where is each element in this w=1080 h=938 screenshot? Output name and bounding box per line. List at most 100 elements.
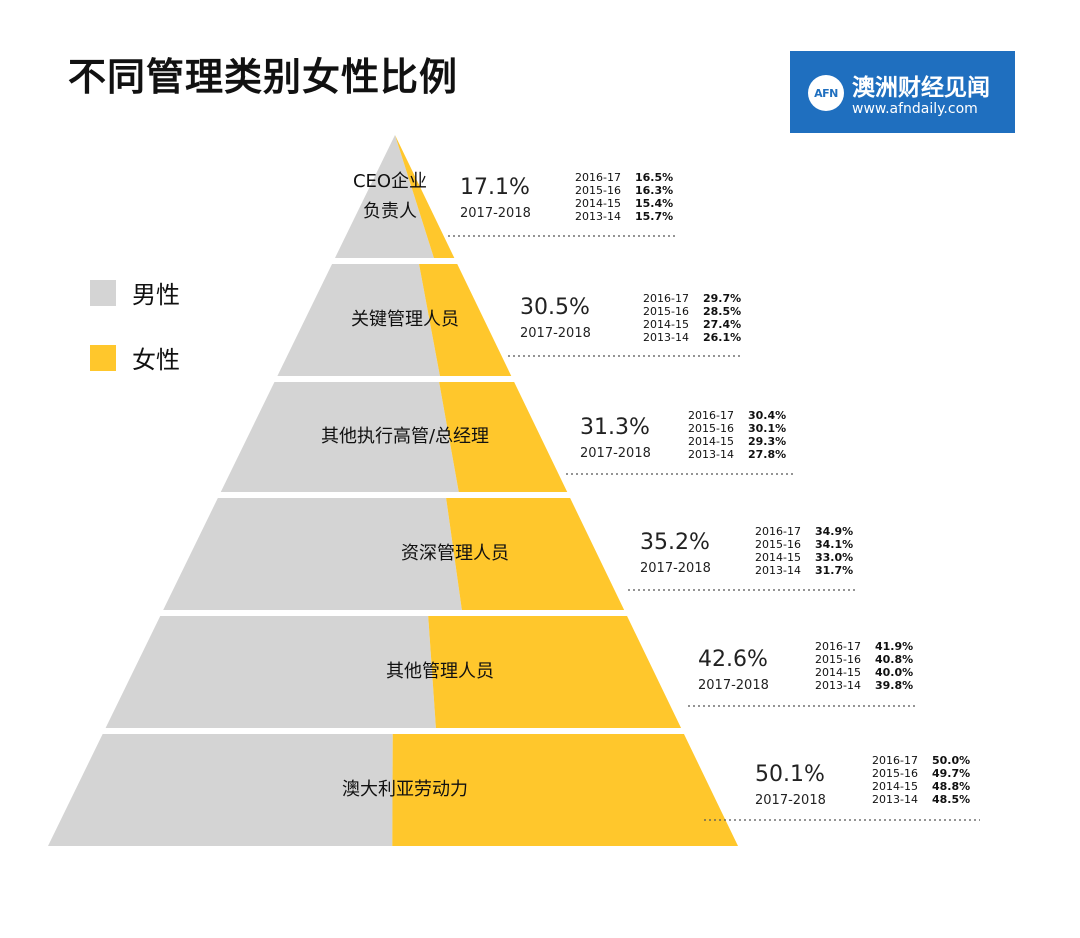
- legend-male: 男性: [90, 275, 180, 310]
- history-row-1-3: 2014-15 15.4%: [575, 197, 673, 210]
- history-value: 48.5%: [932, 793, 971, 806]
- pct-value-5: 42.6%: [698, 647, 768, 672]
- history-row-2-1: 2016-17 29.7%: [643, 292, 741, 305]
- bar-female-6: [392, 734, 738, 846]
- history-row-5-4: 2013-14 39.8%: [815, 679, 913, 692]
- history-value: 15.7%: [635, 210, 674, 223]
- pct-value-3: 31.3%: [580, 415, 650, 440]
- history-value: 27.4%: [703, 318, 742, 331]
- history-row-4-2: 2015-16 34.1%: [755, 538, 853, 551]
- history-row-3-2: 2015-16 30.1%: [688, 422, 786, 435]
- pct-value-2: 30.5%: [520, 295, 590, 320]
- history-year: 2014-15: [755, 551, 801, 564]
- history-row-2-4: 2013-14 26.1%: [643, 331, 741, 344]
- history-row-4-4: 2013-14 31.7%: [755, 564, 853, 577]
- legend-swatch-female: [90, 344, 116, 371]
- level-label-4: 资深管理人员: [401, 543, 509, 564]
- history-value: 48.8%: [932, 780, 971, 793]
- history-value: 15.4%: [635, 197, 674, 210]
- pyramid-level-6: [48, 734, 738, 846]
- bar-female-5: [428, 616, 682, 728]
- history-value: 31.7%: [815, 564, 854, 577]
- history-value: 50.0%: [932, 754, 971, 767]
- history-row-3-4: 2013-14 27.8%: [688, 448, 786, 461]
- pyramid-level-1: [334, 135, 455, 258]
- bar-female-4: [446, 498, 625, 610]
- history-value: 40.8%: [875, 653, 914, 666]
- legend-swatch-male: [90, 279, 116, 306]
- pyramid-level-4: [163, 498, 625, 610]
- brand-name: 澳洲财经见闻: [852, 75, 990, 101]
- history-year: 2013-14: [755, 564, 801, 577]
- history-row-3-1: 2016-17 30.4%: [688, 409, 786, 422]
- bar-female-3: [439, 382, 568, 492]
- history-row-2-2: 2015-16 28.5%: [643, 305, 741, 318]
- history-year: 2015-16: [755, 538, 801, 551]
- history-year: 2013-14: [688, 448, 734, 461]
- chart-title: 不同管理类别女性比例: [68, 55, 459, 99]
- level-label-1: CEO企业 负责人: [352, 170, 428, 222]
- pct-year-5: 2017-2018: [698, 678, 769, 693]
- history-year: 2014-15: [815, 666, 861, 679]
- history-year: 2016-17: [872, 754, 918, 767]
- pct-year-4: 2017-2018: [640, 561, 711, 576]
- history-value: 16.3%: [635, 184, 674, 197]
- pct-year-3: 2017-2018: [580, 446, 651, 461]
- history-row-3-3: 2014-15 29.3%: [688, 435, 786, 448]
- history-year: 2016-17: [815, 640, 861, 653]
- pct-value-1: 17.1%: [460, 175, 530, 200]
- history-value: 30.4%: [748, 409, 787, 422]
- bar-male-1: [334, 135, 434, 258]
- history-year: 2016-17: [575, 171, 621, 184]
- afn-logo-icon: AFN: [808, 75, 844, 111]
- history-year: 2014-15: [872, 780, 918, 793]
- bar-male-4: [163, 498, 462, 610]
- level-label-2: 关键管理人员: [351, 309, 459, 330]
- bar-male-3: [220, 382, 459, 492]
- history-row-4-1: 2016-17 34.9%: [755, 525, 853, 538]
- brand-url: www.afndaily.com: [852, 101, 978, 117]
- history-value: 34.9%: [815, 525, 854, 538]
- history-row-6-2: 2015-16 49.7%: [872, 767, 970, 780]
- legend-female: 女性: [90, 340, 180, 375]
- history-year: 2016-17: [688, 409, 734, 422]
- history-value: 39.8%: [875, 679, 914, 692]
- pct-year-2: 2017-2018: [520, 326, 591, 341]
- history-year: 2015-16: [872, 767, 918, 780]
- history-value: 41.9%: [875, 640, 914, 653]
- history-year: 2013-14: [815, 679, 861, 692]
- bar-female-2: [419, 264, 512, 376]
- history-row-1-2: 2015-16 16.3%: [575, 184, 673, 197]
- history-row-1-4: 2013-14 15.7%: [575, 210, 673, 223]
- history-value: 34.1%: [815, 538, 854, 551]
- pyramid-level-2: [277, 264, 512, 376]
- history-value: 16.5%: [635, 171, 674, 184]
- history-year: 2015-16: [688, 422, 734, 435]
- history-row-6-3: 2014-15 48.8%: [872, 780, 970, 793]
- pyramid-level-5: [105, 616, 682, 728]
- legend-label-male: 男性: [132, 281, 180, 309]
- bar-male-5: [105, 616, 436, 728]
- history-row-6-1: 2016-17 50.0%: [872, 754, 970, 767]
- history-row-5-1: 2016-17 41.9%: [815, 640, 913, 653]
- history-year: 2016-17: [643, 292, 689, 305]
- pyramid-level-3: [220, 382, 568, 492]
- history-value: 33.0%: [815, 551, 854, 564]
- history-year: 2014-15: [643, 318, 689, 331]
- level-label-3: 其他执行高管/总经理: [320, 426, 490, 447]
- history-row-1-1: 2016-17 16.5%: [575, 171, 673, 184]
- pct-value-6: 50.1%: [755, 762, 825, 787]
- pct-year-1: 2017-2018: [460, 206, 531, 221]
- history-year: 2013-14: [643, 331, 689, 344]
- level-label-6: 澳大利亚劳动力: [342, 779, 468, 800]
- history-value: 29.3%: [748, 435, 787, 448]
- legend-label-female: 女性: [132, 346, 180, 374]
- history-row-5-2: 2015-16 40.8%: [815, 653, 913, 666]
- history-value: 26.1%: [703, 331, 742, 344]
- level-label-5: 其他管理人员: [386, 661, 494, 682]
- history-year: 2014-15: [688, 435, 734, 448]
- history-row-6-4: 2013-14 48.5%: [872, 793, 970, 806]
- bar-female-1: [395, 135, 455, 258]
- history-year: 2015-16: [643, 305, 689, 318]
